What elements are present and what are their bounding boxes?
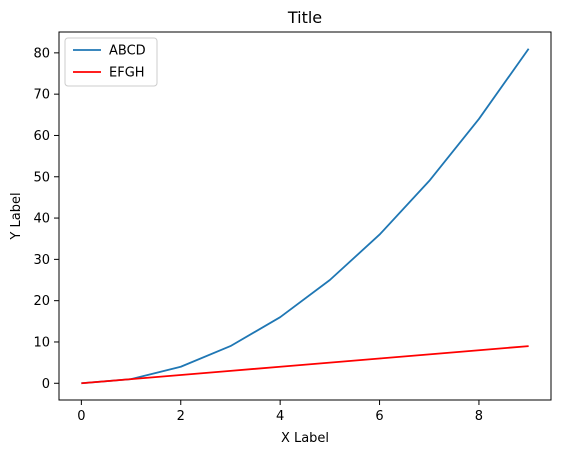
y-tick-label: 10 [33, 335, 50, 350]
y-tick-label: 0 [42, 377, 50, 392]
x-axis-label: X Label [281, 431, 329, 446]
x-axis: 0 2 4 6 8 [77, 400, 483, 424]
y-tick-label: 50 [33, 170, 50, 185]
y-axis: 0 10 20 30 40 50 60 70 80 [33, 46, 59, 392]
y-tick-label: 40 [33, 212, 50, 227]
y-axis-label: Y Label [9, 192, 24, 240]
y-tick-label: 60 [33, 129, 50, 144]
legend: ABCD EFGH [64, 37, 158, 87]
plot-frame [58, 31, 552, 401]
y-tick-label: 70 [33, 88, 50, 103]
series-line-abcd [81, 48, 530, 385]
y-tick-label: 80 [33, 46, 50, 61]
y-tick-label: 20 [33, 294, 50, 309]
x-tick-label: 8 [475, 409, 483, 424]
x-tick-label: 2 [177, 409, 185, 424]
series-layer [81, 48, 530, 385]
y-tick-label: 30 [33, 253, 50, 268]
x-tick-label: 0 [77, 409, 85, 424]
series-line-efgh [81, 345, 529, 385]
legend-label-efgh: EFGH [109, 66, 145, 81]
chart-title: Title [287, 8, 322, 27]
x-tick-label: 4 [276, 409, 284, 424]
x-tick-label: 6 [375, 409, 383, 424]
plot-area [58, 31, 552, 401]
legend-label-abcd: ABCD [109, 44, 146, 59]
